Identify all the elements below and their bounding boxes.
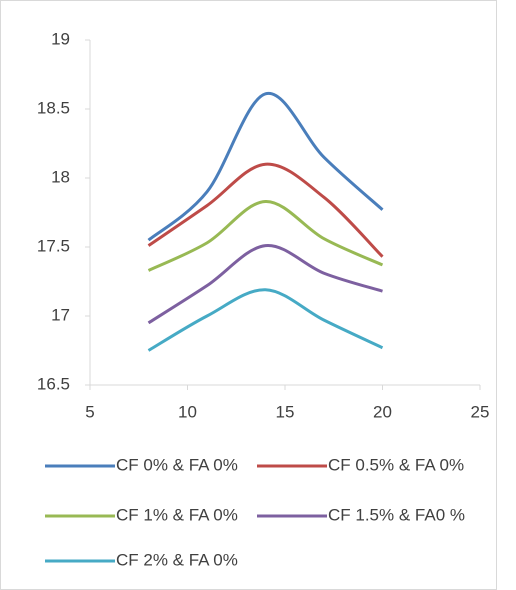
y-tick-label: 17 — [51, 305, 70, 324]
x-tick-label: 15 — [276, 402, 295, 421]
y-tick-label: 18.5 — [37, 98, 70, 117]
legend-label: CF 0.5% & FA 0% — [328, 455, 464, 474]
legend-label: CF 0% & FA 0% — [116, 455, 238, 474]
legend-label: CF 1% & FA 0% — [116, 505, 238, 524]
x-tick-label: 5 — [85, 402, 94, 421]
chart-frame — [0, 0, 497, 590]
legend-label: CF 1.5% & FA0 % — [328, 505, 465, 524]
x-tick-label: 10 — [178, 402, 197, 421]
y-tick-label: 18 — [51, 167, 70, 186]
series-line — [147, 199, 384, 272]
x-tick-label: 20 — [373, 402, 392, 421]
y-tick-label: 16.5 — [37, 374, 70, 393]
y-tick-label: 19 — [51, 29, 70, 48]
y-tick-label: 17.5 — [37, 236, 70, 255]
x-tick-label: 25 — [471, 402, 490, 421]
series-line — [147, 92, 384, 242]
legend-label: CF 2% & FA 0% — [116, 550, 238, 569]
series-line — [147, 288, 384, 352]
series-line — [147, 162, 384, 258]
series-line — [147, 244, 383, 325]
